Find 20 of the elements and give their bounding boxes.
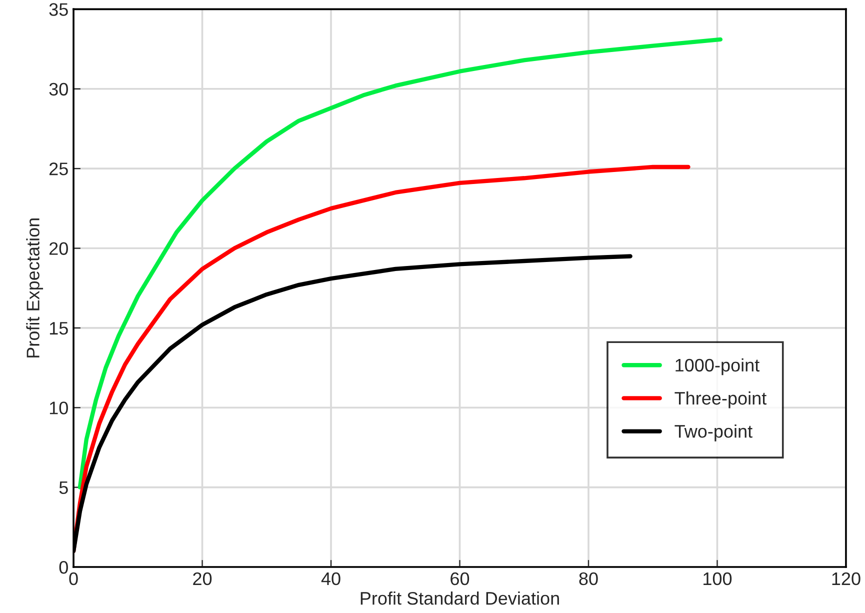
y-tick-label: 30	[49, 82, 68, 96]
x-tick-label: 40	[321, 572, 340, 586]
y-tick-label: 10	[50, 402, 68, 414]
y-axis-title: Profit Expectation	[26, 218, 44, 358]
x-tick-label: 120	[832, 572, 860, 586]
y-tick-label: 20	[49, 242, 68, 255]
x-tick-label: 100	[704, 572, 732, 586]
legend-label: Three-point	[674, 391, 766, 408]
y-tick-label: 25	[49, 162, 68, 176]
x-tick-label: 60	[450, 572, 470, 586]
legend-label: 1000-point	[676, 358, 760, 376]
x-axis-title: Profit Standard Deviation	[360, 591, 559, 605]
legend-label: Two-point	[674, 424, 752, 442]
x-tick-label: 0	[69, 572, 78, 586]
y-tick-label: 35	[49, 3, 68, 16]
y-tick-label: 15	[50, 322, 68, 335]
x-tick-label: 20	[193, 572, 212, 586]
x-tick-label: 80	[579, 572, 598, 586]
y-tick-label: 5	[59, 481, 68, 494]
y-tick-label: 0	[59, 560, 68, 574]
